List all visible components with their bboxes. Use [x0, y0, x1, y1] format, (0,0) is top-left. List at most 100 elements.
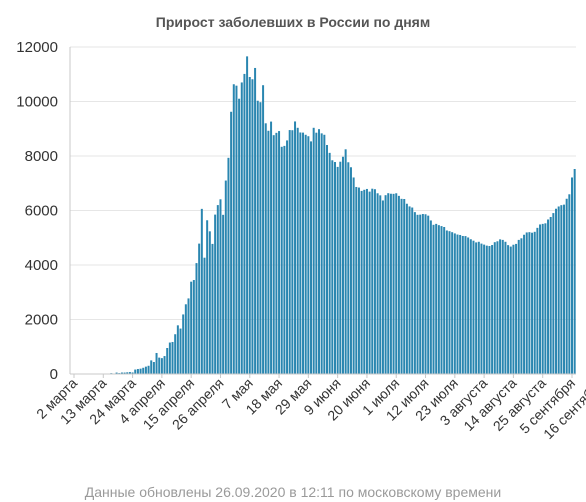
y-tick-label: 2000 — [25, 312, 58, 329]
bar — [525, 232, 528, 374]
bar — [349, 167, 352, 374]
bar — [517, 239, 520, 374]
bar — [158, 357, 161, 374]
y-tick-label: 10000 — [16, 94, 58, 111]
bar — [357, 187, 360, 374]
bar — [541, 223, 544, 374]
bar — [166, 348, 169, 374]
bar — [544, 223, 547, 374]
bar — [214, 214, 217, 374]
bar — [549, 216, 552, 374]
bar — [395, 193, 398, 374]
bar — [227, 157, 230, 374]
bar — [256, 100, 259, 375]
bar — [211, 243, 214, 374]
bar — [403, 199, 406, 374]
bar — [286, 140, 289, 374]
bar — [552, 213, 555, 374]
bar — [341, 156, 344, 374]
bar — [480, 243, 483, 374]
bar — [272, 135, 275, 374]
bar — [131, 372, 134, 374]
bar — [200, 208, 203, 374]
bar — [123, 372, 126, 374]
bar — [208, 231, 211, 374]
bar — [254, 67, 257, 375]
bar — [488, 246, 491, 374]
bar — [307, 136, 310, 374]
bar — [333, 162, 336, 374]
bar — [347, 162, 350, 374]
bar — [520, 238, 523, 374]
bar — [326, 144, 328, 374]
bar — [368, 191, 371, 374]
bar — [440, 226, 443, 374]
bar — [174, 334, 177, 374]
bar — [294, 121, 297, 374]
bar — [243, 73, 246, 375]
bar — [483, 244, 486, 374]
bar — [318, 129, 321, 374]
bar — [190, 281, 193, 374]
bar — [496, 241, 499, 374]
bar — [427, 215, 430, 374]
bar — [323, 134, 326, 374]
bar — [336, 166, 339, 374]
bar — [432, 224, 435, 374]
bar — [493, 242, 496, 374]
bar — [139, 368, 142, 374]
bar — [547, 219, 550, 374]
bar — [278, 131, 281, 374]
update-footnote: Данные обновлены 26.09.2020 в 12:11 по м… — [84, 484, 502, 500]
bar — [405, 203, 408, 374]
bar — [424, 214, 427, 374]
bar — [275, 132, 278, 374]
bar — [198, 243, 201, 374]
bar — [557, 206, 560, 374]
bar — [413, 212, 416, 374]
bar — [509, 246, 512, 374]
bar — [371, 188, 374, 374]
bar — [376, 193, 379, 374]
bar — [379, 195, 382, 374]
bar — [512, 244, 515, 374]
axes — [69, 47, 576, 375]
bars — [73, 56, 576, 375]
bar — [312, 127, 315, 374]
bar — [176, 325, 179, 374]
bar — [246, 56, 249, 375]
bar — [363, 189, 366, 374]
bar — [531, 232, 534, 374]
bar — [485, 245, 488, 374]
bar — [280, 146, 283, 374]
bar — [339, 161, 342, 374]
bar — [270, 121, 273, 374]
bar — [259, 102, 262, 375]
bar — [400, 198, 403, 374]
bar — [571, 177, 574, 374]
bar — [230, 111, 233, 375]
bar — [467, 237, 470, 374]
bar — [224, 180, 227, 374]
bar — [206, 220, 209, 374]
bar — [384, 195, 387, 374]
bar — [392, 193, 395, 374]
bar — [355, 186, 358, 374]
bar — [192, 280, 195, 374]
bar — [387, 193, 390, 374]
bar — [539, 224, 542, 374]
bar — [445, 230, 448, 374]
bar — [251, 79, 254, 375]
bar — [464, 236, 467, 374]
bar — [195, 263, 198, 374]
bar — [472, 240, 475, 374]
bar — [171, 341, 174, 374]
bar — [155, 352, 158, 374]
bar — [288, 130, 291, 374]
bar — [150, 360, 153, 375]
bar — [560, 205, 563, 374]
y-tick-label: 8000 — [25, 148, 58, 165]
bar — [120, 372, 123, 374]
